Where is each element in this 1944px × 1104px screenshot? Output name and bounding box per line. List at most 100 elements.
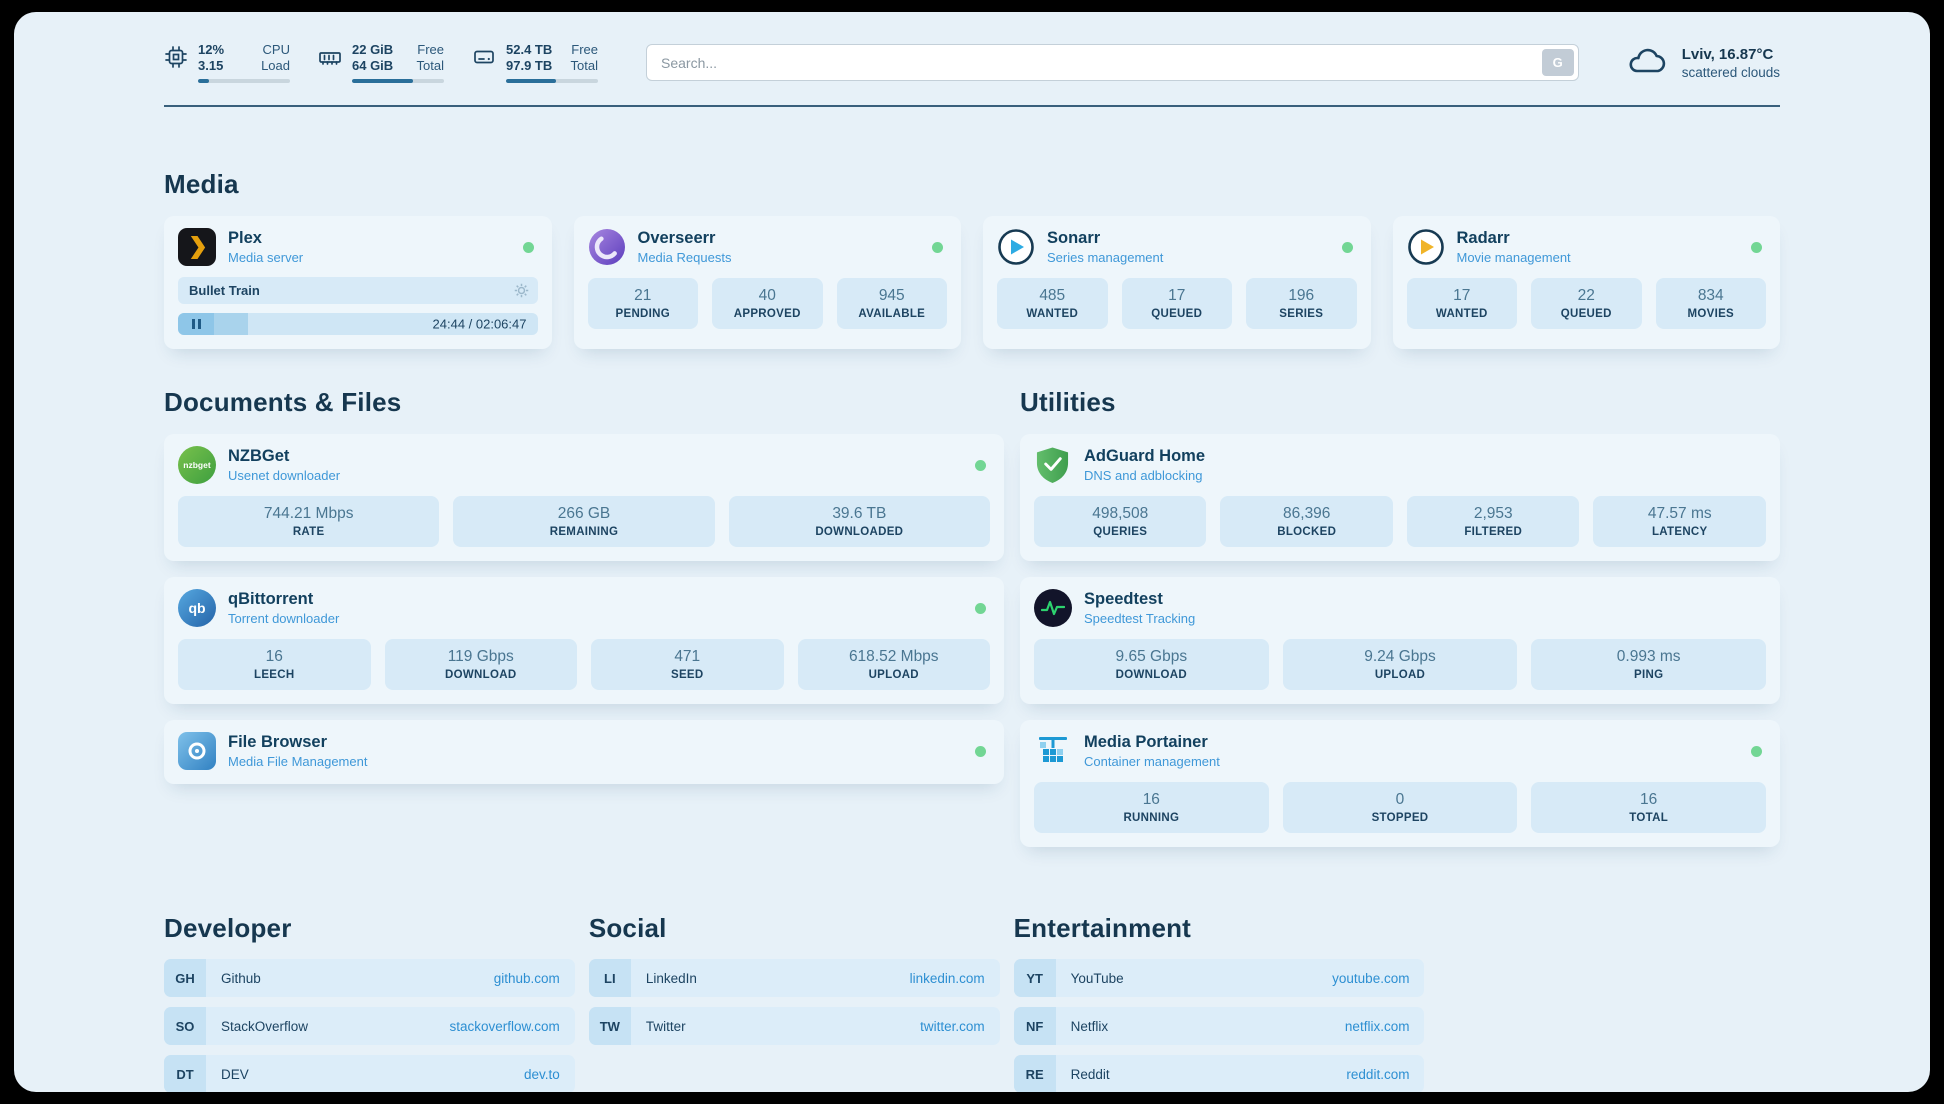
stat-ping: 0.993 ms PING (1531, 639, 1766, 690)
now-playing-title: Bullet Train (189, 283, 260, 298)
status-dot (1750, 745, 1762, 757)
stat-label: RUNNING (1123, 812, 1180, 824)
status-dot (974, 459, 986, 471)
stat-value: 744.21 Mbps (263, 505, 354, 522)
stat-pending: 21 PENDING (587, 278, 698, 329)
speedtest-icon (1033, 589, 1072, 627)
bookmark-name: Twitter (645, 1018, 686, 1034)
stat-wanted: 17 WANTED (1406, 278, 1517, 329)
bookmark-group-developer: Developer GH Github github.com SO StackO… (164, 913, 575, 1092)
stat-label: TOTAL (1629, 812, 1669, 824)
service-link-filebrowser[interactable]: File Browser Media File Management (178, 732, 990, 770)
service-link-nzbget[interactable]: nzbget NZBGet Usenet downloader (178, 446, 990, 484)
plex-icon (178, 228, 216, 266)
playback-time: 24:44 / 02:06:47 (432, 316, 527, 332)
service-name-speedtest: Speedtest (1083, 590, 1163, 608)
bookmark-group-title: Developer (164, 913, 292, 943)
search-bar: G (646, 44, 1579, 81)
ram-free-label: Free (417, 42, 444, 57)
stat-value: 16 (1640, 791, 1658, 808)
pause-button[interactable] (178, 313, 214, 335)
memory-icon (318, 42, 342, 69)
gear-icon[interactable] (514, 283, 529, 298)
qbittorrent-icon-text: qb (188, 600, 206, 616)
stat-label: LATENCY (1651, 526, 1708, 538)
service-subtitle-nzbget: Usenet downloader (228, 468, 341, 483)
bookmark-url: stackoverflow.com (449, 1018, 560, 1034)
stat-label: PING (1634, 669, 1664, 681)
stat-label: QUERIES (1093, 526, 1148, 538)
service-link-adguard[interactable]: AdGuard Home DNS and adblocking (1034, 446, 1766, 484)
service-link-sonarr[interactable]: Sonarr Series management (997, 228, 1357, 266)
bookmark-twitter[interactable]: TW Twitter twitter.com (588, 1007, 1000, 1045)
stat-value: 471 (674, 648, 701, 665)
stat-upload: 618.52 Mbps UPLOAD (797, 639, 990, 690)
stat-label: UPLOAD (868, 669, 919, 681)
service-link-radarr[interactable]: Radarr Movie management (1407, 228, 1767, 266)
disk-progress-bar (506, 79, 598, 83)
stat-value: 86,396 (1283, 505, 1331, 522)
cpu-load-label: Load (261, 58, 290, 73)
service-subtitle-qbittorrent: Torrent downloader (228, 611, 340, 626)
service-card-portainer: Media Portainer Container management 16 … (1019, 720, 1780, 847)
bookmark-abbr: SO (164, 1007, 206, 1045)
bookmark-dev[interactable]: DT DEV dev.to (164, 1055, 575, 1092)
plex-now-playing-widget: Bullet Train 24:44 / 02:06:47 (178, 277, 538, 335)
nzbget-icon: nzbget (178, 446, 216, 484)
stat-value: 9.65 Gbps (1115, 648, 1188, 665)
bookmark-group-title: Entertainment (1013, 913, 1192, 943)
sonarr-icon (997, 228, 1035, 266)
stat-queued: 22 QUEUED (1531, 278, 1642, 329)
disk-total-value: 97.9 TB (506, 58, 553, 73)
service-link-overseerr[interactable]: Overseerr Media Requests (588, 228, 948, 266)
search-input[interactable] (646, 44, 1579, 81)
stat-value: 39.6 TB (832, 505, 887, 522)
bookmark-reddit[interactable]: RE Reddit reddit.com (1013, 1055, 1425, 1092)
stat-value: 17 (1168, 287, 1186, 304)
stat-label: REMAINING (549, 526, 619, 538)
stat-movies: 834 MOVIES (1655, 278, 1766, 329)
stat-label: APPROVED (733, 308, 801, 320)
stat-label: PENDING (615, 308, 670, 320)
cpu-chip-icon (164, 42, 188, 69)
stat-label: AVAILABLE (858, 308, 926, 320)
stat-label: DOWNLOADED (815, 526, 904, 538)
memory-widget: 22 GiB Free 64 GiB Total (318, 42, 444, 83)
bookmark-youtube[interactable]: YT YouTube youtube.com (1013, 959, 1425, 997)
service-link-speedtest[interactable]: Speedtest Speedtest Tracking (1033, 589, 1766, 627)
service-name-qbittorrent: qBittorrent (228, 590, 314, 608)
search-provider-button[interactable]: G (1541, 49, 1574, 76)
stat-label: WANTED (1435, 308, 1488, 320)
stat-label: SEED (670, 669, 704, 681)
bookmark-url: youtube.com (1332, 970, 1410, 986)
section-title-documents: Documents & Files (164, 387, 402, 417)
service-link-plex[interactable]: Plex Media server (178, 228, 538, 266)
service-link-qbittorrent[interactable]: qb qBittorrent Torrent downloader (178, 589, 990, 627)
overseerr-icon (588, 228, 626, 266)
stat-value: 266 GB (557, 505, 611, 522)
bookmark-linkedin[interactable]: LI LinkedIn linkedin.com (588, 959, 1000, 997)
ram-progress-bar (352, 79, 444, 83)
stat-label: LEECH (254, 669, 295, 681)
stat-wanted: 485 WANTED (997, 278, 1108, 329)
bookmark-name: Github (221, 970, 261, 986)
bookmark-netflix[interactable]: NF Netflix netflix.com (1013, 1007, 1425, 1045)
bookmark-url: reddit.com (1346, 1066, 1410, 1082)
stat-value: 16 (1142, 791, 1160, 808)
stat-rate: 744.21 Mbps RATE (178, 496, 440, 547)
stat-available: 945 AVAILABLE (836, 278, 947, 329)
disk-total-label: Total (570, 58, 598, 73)
service-card-sonarr: Sonarr Series management 485 WANTED 17 Q… (983, 216, 1371, 349)
stat-label: BLOCKED (1277, 526, 1337, 538)
section-title-utilities: Utilities (1019, 387, 1116, 417)
bookmark-name: Netflix (1070, 1018, 1109, 1034)
service-name-sonarr: Sonarr (1047, 229, 1101, 247)
status-dot (974, 602, 986, 614)
service-subtitle-portainer: Container management (1083, 754, 1220, 769)
cpu-progress-bar (198, 79, 290, 83)
stat-label: UPLOAD (1374, 669, 1426, 681)
bookmark-stackoverflow[interactable]: SO StackOverflow stackoverflow.com (164, 1007, 575, 1045)
service-link-portainer[interactable]: Media Portainer Container management (1034, 732, 1766, 770)
bookmark-github[interactable]: GH Github github.com (164, 959, 575, 997)
stat-running: 16 RUNNING (1033, 782, 1269, 833)
